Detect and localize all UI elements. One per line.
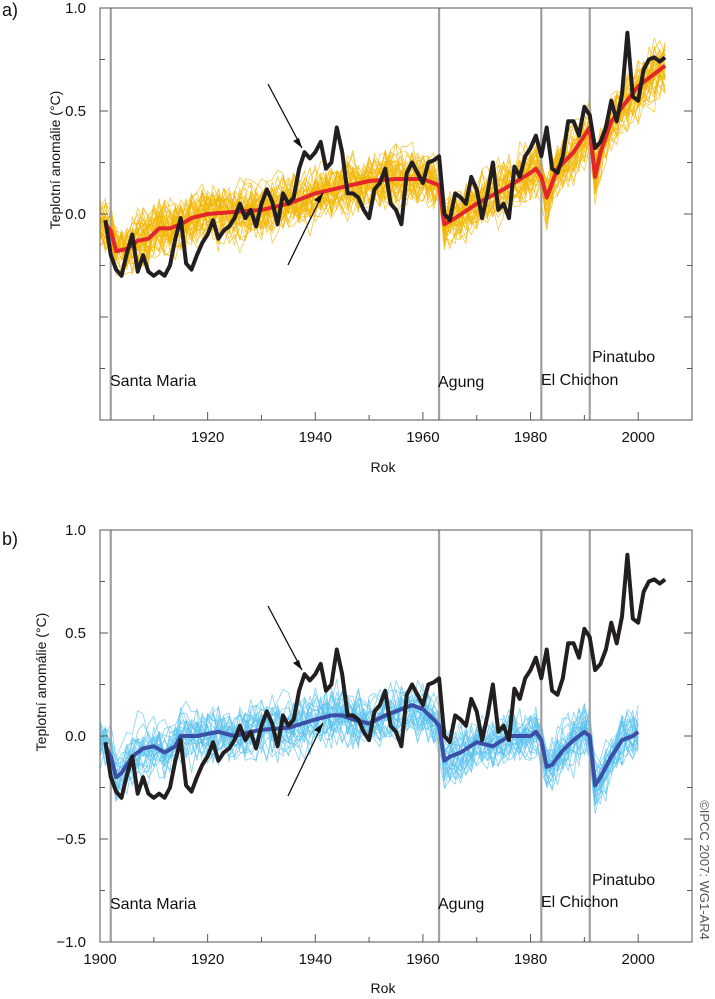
panel-b-arrowhead-observed [293, 660, 302, 670]
y-tick-label: 1.0 [65, 522, 86, 539]
panel-a: a) 1920 1940 1960 1980 2000 1.0 0.5 0.0 Teplotn… [2, 0, 693, 475]
panel-b-event-santa-maria: Santa Maria [110, 896, 196, 913]
x-tick-label: 1920 [191, 429, 224, 446]
panel-a-arrowhead-mean [314, 193, 323, 203]
copyright-notice: ©IPCC 2007: WG1-AR4 [697, 800, 712, 940]
x-tick-label: 1960 [406, 429, 439, 446]
y-tick-label: 0.5 [65, 103, 86, 120]
panel-a-arrow-observed [267, 83, 303, 149]
panel-a-event-el-chichon: El Chichon [541, 372, 618, 389]
panel-b-event-el-chichon: El Chichon [541, 894, 618, 911]
panel-b-mean-line [103, 703, 640, 788]
panel-a-label: a) [2, 0, 18, 20]
panel-b-arrowhead-mean [314, 723, 323, 733]
ensemble-run-line [99, 688, 639, 799]
panel-b: b) 1900 1920 1940 1960 1980 2000 1.0 0.5 0.0 −0.5… [2, 522, 693, 996]
x-tick-label: 2000 [621, 951, 654, 968]
panel-a-arrow-mean [287, 192, 324, 266]
panel-a-arrowhead-observed [293, 138, 302, 148]
panel-a-observed-line [103, 30, 667, 278]
y-tick-label: 0.0 [65, 728, 86, 745]
panel-b-arrow-mean [287, 722, 324, 797]
y-tick-label: −1.0 [56, 934, 86, 951]
x-tick-label: 1960 [406, 951, 439, 968]
panel-b-label: b) [2, 529, 18, 549]
ensemble-run-line [99, 694, 639, 807]
x-tick-label: 1920 [191, 951, 224, 968]
y-tick-label: 1.0 [65, 0, 86, 17]
panel-a-event-pinatubo: Pinatubo [592, 349, 655, 366]
x-tick-label: 2000 [621, 429, 654, 446]
x-tick-label: 1980 [514, 429, 547, 446]
panel-b-event-agung: Agung [438, 896, 484, 913]
x-tick-label: 1940 [299, 951, 332, 968]
ensemble-run-line [99, 74, 666, 259]
panel-a-event-agung: Agung [438, 374, 484, 391]
panel-b-ticks [99, 529, 693, 943]
panel-a-tick-labels: 1920 1940 1960 1980 2000 1.0 0.5 0.0 [65, 0, 655, 446]
y-tick-label: −0.5 [56, 831, 86, 848]
panel-a-y-axis-label: Teplotní anomálie (°C) [47, 91, 63, 230]
x-tick-label: 1980 [514, 951, 547, 968]
panel-b-arrow-observed [267, 605, 303, 671]
ensemble-run-line [99, 77, 666, 271]
panel-b-y-axis-label: Teplotní anomálie (°C) [33, 613, 49, 752]
x-tick-label: 1940 [299, 429, 332, 446]
y-tick-label: 0.0 [65, 206, 86, 223]
panel-a-mean-line [103, 64, 667, 254]
panel-a-volcano-lines [109, 8, 591, 420]
panel-b-x-axis-label: Rok [371, 980, 397, 996]
panel-a-x-axis-label: Rok [371, 459, 397, 475]
panel-b-event-pinatubo: Pinatubo [592, 872, 655, 889]
ensemble-run-line [99, 59, 666, 268]
panel-b-observed-line [103, 552, 667, 800]
panel-a-event-santa-maria: Santa Maria [110, 373, 196, 390]
ensemble-run-line [99, 690, 639, 789]
x-tick-label: 1900 [83, 951, 116, 968]
panel-a-ticks [99, 7, 693, 421]
panel-b-tick-labels: 1900 1920 1940 1960 1980 2000 1.0 0.5 0.0 −0.5 −1.… [56, 522, 654, 968]
y-tick-label: 0.5 [65, 625, 86, 642]
